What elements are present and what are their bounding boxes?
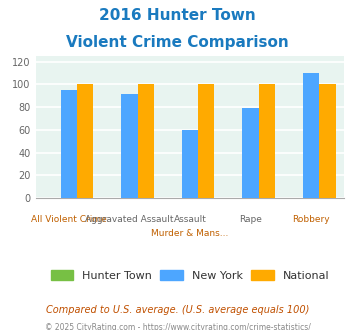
Text: Violent Crime Comparison: Violent Crime Comparison [66,35,289,50]
Bar [198,84,214,198]
Bar [61,90,77,198]
Bar [182,130,198,198]
Bar [77,84,93,198]
Legend: Hunter Town, New York, National: Hunter Town, New York, National [46,266,334,286]
Text: Aggravated Assault: Aggravated Assault [85,215,174,224]
Bar [242,108,259,198]
Text: Robbery: Robbery [292,215,330,224]
Bar [121,94,137,198]
Text: Murder & Mans...: Murder & Mans... [151,229,229,238]
Bar [259,84,275,198]
Text: 2016 Hunter Town: 2016 Hunter Town [99,8,256,23]
Bar [303,73,319,198]
Bar [319,84,335,198]
Text: © 2025 CityRating.com - https://www.cityrating.com/crime-statistics/: © 2025 CityRating.com - https://www.city… [45,323,310,330]
Bar [137,84,154,198]
Text: Assault: Assault [174,215,206,224]
Text: All Violent Crime: All Violent Crime [31,215,107,224]
Text: Rape: Rape [239,215,262,224]
Text: Compared to U.S. average. (U.S. average equals 100): Compared to U.S. average. (U.S. average … [46,305,309,315]
